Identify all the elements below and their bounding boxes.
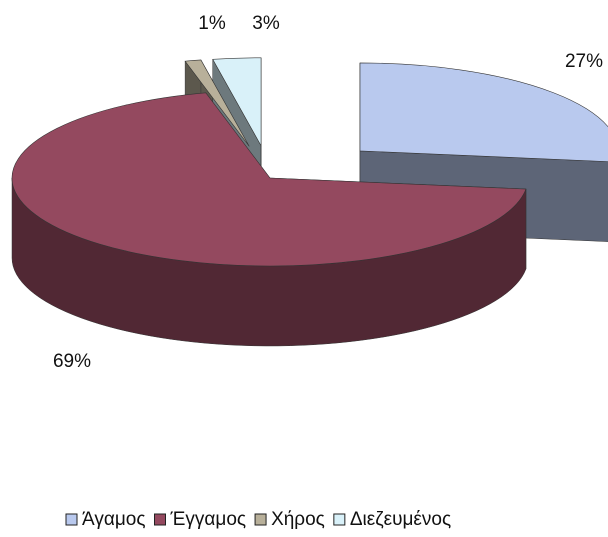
legend-label: Έγγαμος	[170, 509, 247, 530]
slice	[11, 92, 527, 267]
legend: Άγαμος Έγγαμος Χήρος Διεζευμένος	[65, 509, 451, 530]
legend-label: Άγαμος	[82, 509, 146, 530]
slice	[184, 59, 250, 147]
legend-swatch	[65, 513, 78, 526]
legend-label: Χήρος	[271, 509, 325, 530]
legend-label: Διεζευμένος	[350, 509, 451, 530]
data-label: 3%	[252, 13, 280, 34]
legend-swatch	[254, 513, 267, 526]
data-label: 69%	[53, 351, 91, 372]
legend-swatch	[154, 513, 166, 526]
slice-tops	[11, 57, 608, 267]
slice	[359, 62, 608, 162]
slice	[212, 57, 262, 147]
data-label: 27%	[565, 51, 603, 72]
data-label: 1%	[198, 13, 226, 34]
legend-swatch	[333, 513, 346, 526]
